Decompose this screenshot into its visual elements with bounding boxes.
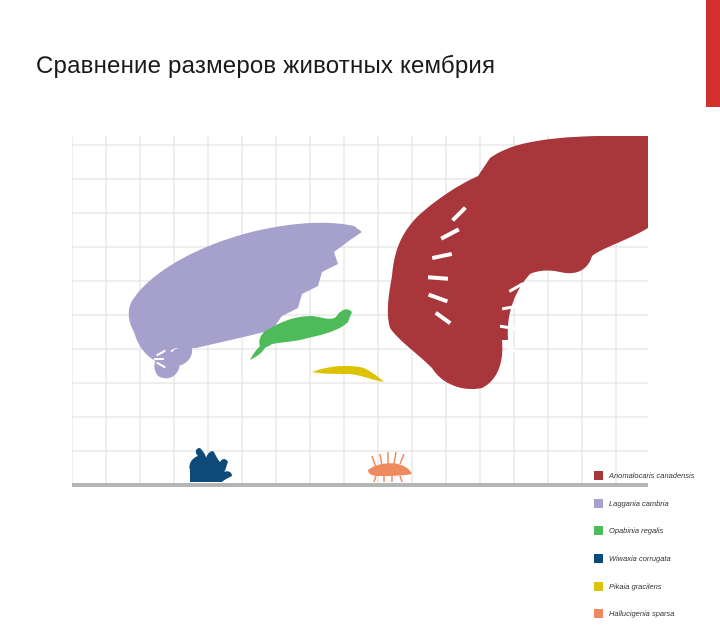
legend-item-laggania: Laggania cambria bbox=[594, 490, 718, 518]
pikaia-silhouette bbox=[312, 365, 384, 382]
legend-label: Wiwaxia corrugata bbox=[609, 554, 671, 564]
anomalocaris-silhouette bbox=[387, 136, 648, 389]
legend-item-pikaia: Pikaia gracilens bbox=[594, 572, 718, 600]
hallucigenia-silhouette bbox=[368, 451, 412, 483]
anomalocaris-inner-spines bbox=[427, 206, 524, 353]
legend-label: Laggania cambria bbox=[609, 498, 669, 508]
slide-title: Сравнение размеров животных кембрия bbox=[36, 52, 496, 79]
laggania-silhouette bbox=[128, 222, 362, 379]
size-comparison-svg bbox=[72, 136, 648, 487]
legend-item-opabinia: Opabinia regalis bbox=[594, 517, 718, 545]
legend-label: Hallucigenia sparsa bbox=[609, 609, 675, 619]
legend-label: Anomalocaris canadensis bbox=[609, 471, 695, 481]
laggania-spines bbox=[154, 349, 166, 369]
size-comparison-figure: Anomalocaris canadensis Laggania cambria… bbox=[72, 136, 694, 619]
legend-swatch bbox=[594, 471, 603, 481]
legend-item-wiwaxia: Wiwaxia corrugata bbox=[594, 545, 718, 573]
hallucigenia-spines bbox=[371, 451, 405, 483]
wiwaxia-silhouette bbox=[189, 448, 232, 482]
legend-swatch bbox=[594, 609, 603, 619]
legend-swatch bbox=[594, 526, 603, 536]
legend-label: Opabinia regalis bbox=[609, 526, 664, 536]
opabinia-silhouette bbox=[250, 309, 352, 360]
legend-swatch bbox=[594, 581, 603, 591]
legend-label: Pikaia gracilens bbox=[609, 581, 662, 591]
accent-bar bbox=[706, 0, 720, 107]
legend-swatch bbox=[594, 554, 603, 564]
species-legend: Anomalocaris canadensis Laggania cambria… bbox=[594, 462, 718, 628]
legend-item-hallucigenia: Hallucigenia sparsa bbox=[594, 600, 718, 628]
legend-swatch bbox=[594, 498, 603, 508]
legend-item-anomalocaris: Anomalocaris canadensis bbox=[594, 462, 718, 490]
